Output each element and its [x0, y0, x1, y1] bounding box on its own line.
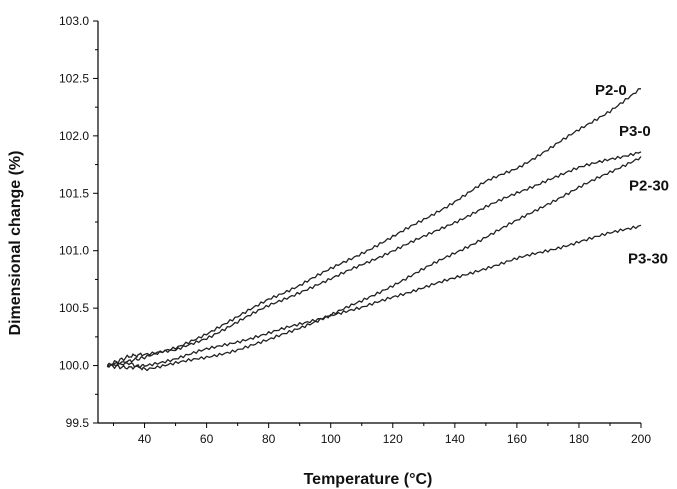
y-tick-label: 102.0: [59, 129, 89, 143]
x-tick-label: 100: [321, 432, 341, 446]
series-label-p3-0: P3-0: [619, 123, 651, 140]
series-line-p3-30: [107, 224, 642, 370]
series-lines: [106, 88, 642, 372]
x-tick-label: 60: [200, 432, 214, 446]
y-tick-label: 101.0: [59, 244, 89, 258]
x-tick-label: 180: [569, 432, 589, 446]
y-tick-label: 100.0: [59, 359, 89, 373]
series-label-p3-30: P3-30: [628, 250, 668, 267]
x-axis-title: Temperature (°C): [304, 471, 433, 488]
series-label-p2-0: P2-0: [595, 82, 627, 99]
y-tick-label: 101.5: [59, 186, 89, 200]
series-line-p2-0: [106, 88, 641, 368]
x-tick-label: 120: [383, 432, 403, 446]
series-line-p3-0: [106, 151, 642, 366]
x-tick-label: 140: [445, 432, 465, 446]
x-tick-label: 80: [262, 432, 276, 446]
y-axis-title: Dimensional change (%): [7, 151, 24, 336]
series-labels: P2-0 P3-0 P2-30 P3-30: [595, 82, 669, 268]
x-tick-label: 160: [507, 432, 527, 446]
y-tick-label: 99.5: [66, 416, 90, 430]
axes: 40 60 80 100 120 140 160 180 200 99.5 100.0 100.5 10…: [59, 14, 651, 446]
series-label-p2-30: P2-30: [629, 178, 669, 195]
y-tick-label: 102.5: [59, 71, 89, 85]
x-tick-label: 200: [631, 432, 651, 446]
y-tick-label: 100.5: [59, 301, 89, 315]
series-line-p2-30: [106, 156, 642, 372]
y-tick-label: 103.0: [59, 14, 89, 28]
x-tick-label: 40: [138, 432, 152, 446]
